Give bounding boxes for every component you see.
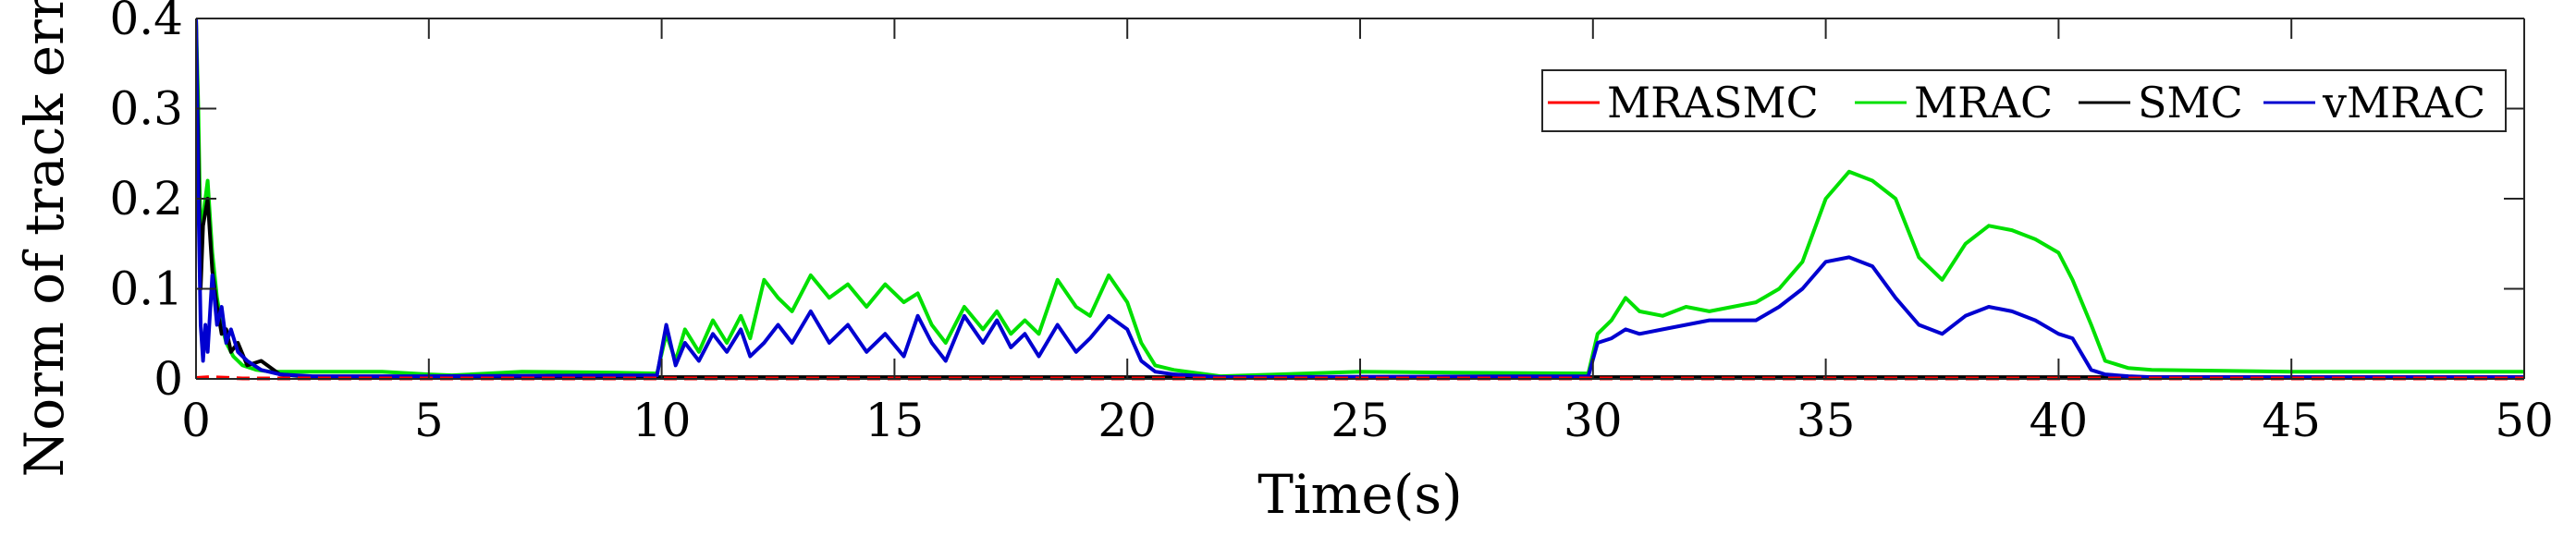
x-tick-label: 0 (181, 394, 211, 447)
x-tick-label: 25 (1331, 394, 1390, 447)
x-tick-label: 45 (2262, 394, 2321, 447)
legend-box (1541, 69, 2507, 132)
x-tick-label: 35 (1797, 394, 1856, 447)
axes: 0 5 10 15 20 25 30 35 40 45 50 0 0.1 0.2 0.3 0.4 (109, 0, 2553, 447)
y-tick-label: 0.1 (109, 262, 183, 316)
y-tick-label: 0.2 (109, 172, 183, 225)
x-tick-label: 30 (1564, 394, 1623, 447)
legend: MRASMC MRAC SMC vMRAC (1541, 69, 2507, 132)
y-axis-title: Norm of track err (13, 0, 76, 478)
y-tick-label: 0.3 (109, 82, 183, 136)
legend-label-mrac: MRAC (1914, 78, 2053, 128)
x-tick-label: 50 (2495, 394, 2554, 447)
legend-label-mrasmc: MRASMC (1607, 78, 1819, 128)
x-axis-title: Time(s) (1257, 463, 1463, 526)
x-tick-label: 15 (865, 394, 925, 447)
x-tick-label: 40 (2030, 394, 2089, 447)
series-line-vmrac (196, 18, 2524, 380)
legend-label-smc: SMC (2138, 78, 2243, 128)
series-line-mrac (196, 18, 2524, 379)
legend-label-vmrac: vMRAC (2322, 78, 2485, 128)
x-tick-label: 5 (414, 394, 444, 447)
x-tick-label: 10 (632, 394, 692, 447)
y-tick-label: 0 (153, 352, 183, 406)
x-tick-label: 20 (1098, 394, 1157, 447)
y-tick-label: 0.4 (109, 0, 183, 45)
